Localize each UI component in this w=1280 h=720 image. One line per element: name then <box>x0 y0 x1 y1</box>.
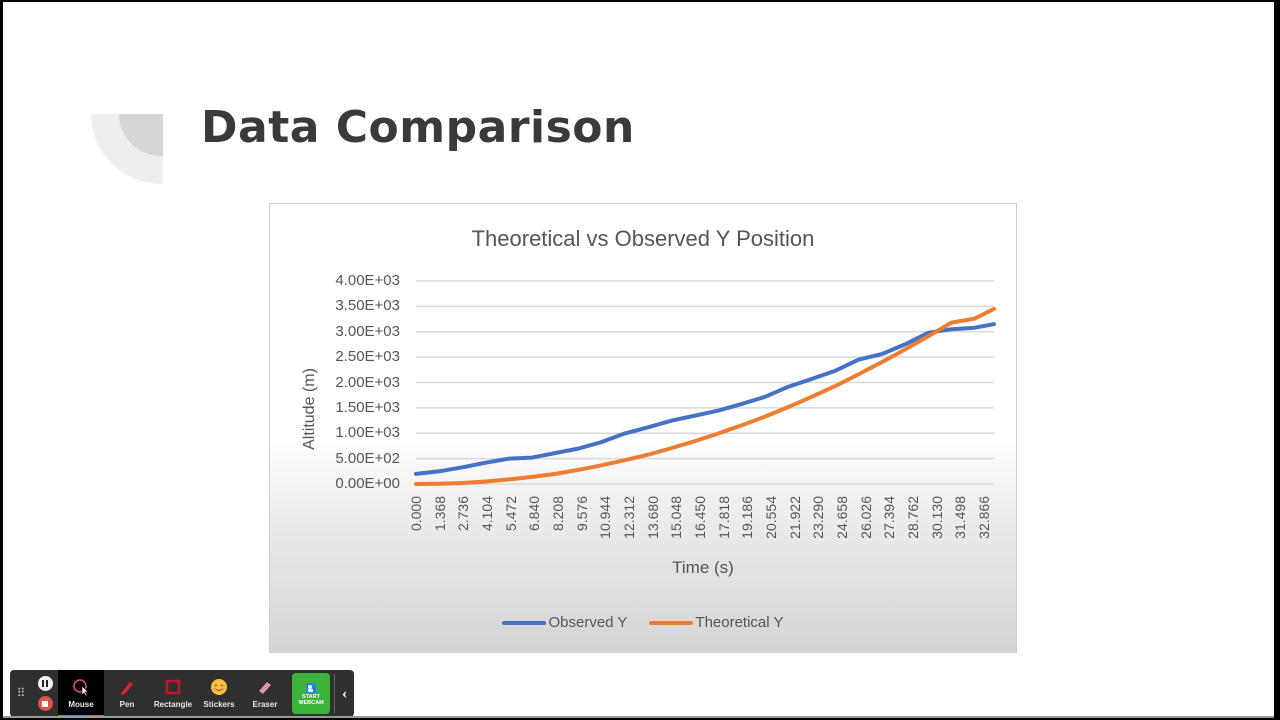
x-tick-label: 10.944 <box>597 496 614 539</box>
x-tick-label: 8.208 <box>550 496 566 532</box>
y-tick-label: 1.50E+03 <box>335 398 400 416</box>
webcam-label-line2: WEBCAM <box>298 699 324 706</box>
frame-bottom-edge <box>3 716 1274 718</box>
slide-frame: Data Comparison Theoretical vs Observed … <box>3 2 1274 716</box>
tool-pen-button[interactable]: Pen <box>104 670 150 716</box>
tool-rectangle-label: Rectangle <box>153 700 193 709</box>
tool-mouse-button[interactable]: Mouse <box>58 670 104 716</box>
legend-swatch-observed <box>502 620 547 625</box>
tool-stickers-button[interactable]: Stickers <box>196 670 242 716</box>
rectangle-icon <box>164 678 182 696</box>
legend-item-observed: Observed Y <box>502 614 627 631</box>
y-tick-label: 4.00E+03 <box>335 272 400 289</box>
y-tick-label: 2.00E+03 <box>335 373 400 391</box>
x-tick-label: 6.840 <box>526 496 543 532</box>
chart-legend: Observed Y Theoretical Y <box>270 614 1016 631</box>
x-tick-label: 20.554 <box>763 496 779 539</box>
eraser-icon <box>256 678 274 696</box>
x-tick-label: 0.000 <box>408 496 424 532</box>
x-tick-label: 16.450 <box>692 496 708 539</box>
tool-rectangle-button[interactable]: Rectangle <box>150 670 196 716</box>
pause-button[interactable] <box>37 676 53 691</box>
x-tick-label: 17.818 <box>715 496 732 539</box>
x-tick-label: 26.026 <box>857 496 874 539</box>
legend-label-theoretical: Theoretical Y <box>695 614 784 631</box>
y-axis-ticks: 0.00E+00 5.00E+02 1.00E+03 1.50E+03 2.00E+03… <box>310 204 400 652</box>
x-tick-label: 19.186 <box>739 496 756 539</box>
y-tick-label: 2.50E+03 <box>335 348 400 366</box>
chart-plot-area <box>414 280 996 486</box>
recording-controls <box>32 670 58 716</box>
y-tick-label: 3.00E+03 <box>335 322 400 340</box>
toolbar-divider <box>334 674 335 713</box>
collapse-toolbar-button[interactable]: ‹ <box>335 670 354 716</box>
x-tick-label: 24.658 <box>834 496 850 539</box>
x-tick-label: 21.922 <box>786 496 803 539</box>
chart: Theoretical vs Observed Y Position 0.00E… <box>269 203 1017 653</box>
webcam-icon <box>306 682 316 693</box>
chevron-left-icon: ‹ <box>341 684 348 702</box>
sticker-smiley-icon <box>210 678 228 696</box>
tool-mouse-label: Mouse <box>68 700 94 709</box>
tool-eraser-label: Eraser <box>252 700 278 709</box>
x-tick-label: 13.680 <box>644 496 661 539</box>
drag-handle-icon[interactable]: ⠿ <box>16 686 26 700</box>
chart-title: Theoretical vs Observed Y Position <box>471 226 815 251</box>
tool-eraser-button[interactable]: Eraser <box>242 670 288 716</box>
series-line-observed-y <box>414 322 996 476</box>
x-tick-label: 28.762 <box>905 496 921 539</box>
legend-swatch-theoretical <box>649 620 694 625</box>
y-tick-label: 3.50E+03 <box>335 297 400 315</box>
x-tick-label: 30.130 <box>928 496 945 539</box>
pen-icon <box>118 678 136 696</box>
stop-button[interactable] <box>37 696 53 711</box>
tool-pen-label: Pen <box>119 700 135 709</box>
y-tick-label: 0.00E+00 <box>335 475 400 492</box>
tool-stickers-label: Stickers <box>203 700 235 709</box>
y-axis-label: Altitude (m) <box>301 368 318 450</box>
x-axis-label: Time (s) <box>672 558 734 577</box>
webcam-label-line1: START <box>302 693 320 700</box>
x-tick-label: 23.290 <box>810 496 827 539</box>
x-tick-label: 12.312 <box>621 496 637 539</box>
x-tick-label: 5.472 <box>502 496 519 532</box>
x-tick-label: 1.368 <box>431 496 448 532</box>
series-line-theoretical-y <box>414 306 996 486</box>
x-tick-label: 4.104 <box>479 496 495 532</box>
x-tick-label: 9.576 <box>573 496 590 532</box>
y-tick-label: 5.00E+02 <box>335 449 400 467</box>
mouse-cursor-icon <box>72 678 90 696</box>
start-webcam-button[interactable]: START WEBCAM <box>292 673 330 714</box>
x-tick-label: 27.394 <box>881 496 898 539</box>
legend-label-observed: Observed Y <box>548 614 628 631</box>
x-tick-label: 2.736 <box>455 496 472 532</box>
x-tick-label: 32.866 <box>976 496 992 539</box>
annotation-toolbar: ⠿ Mouse Pen Rectangle Sti <box>10 670 354 716</box>
x-tick-label: 15.048 <box>668 496 685 539</box>
y-tick-label: 1.00E+03 <box>335 424 400 442</box>
legend-item-theoretical: Theoretical Y <box>649 614 784 631</box>
x-tick-label: 31.498 <box>952 496 969 539</box>
slide-title: Data Comparison <box>201 102 635 153</box>
